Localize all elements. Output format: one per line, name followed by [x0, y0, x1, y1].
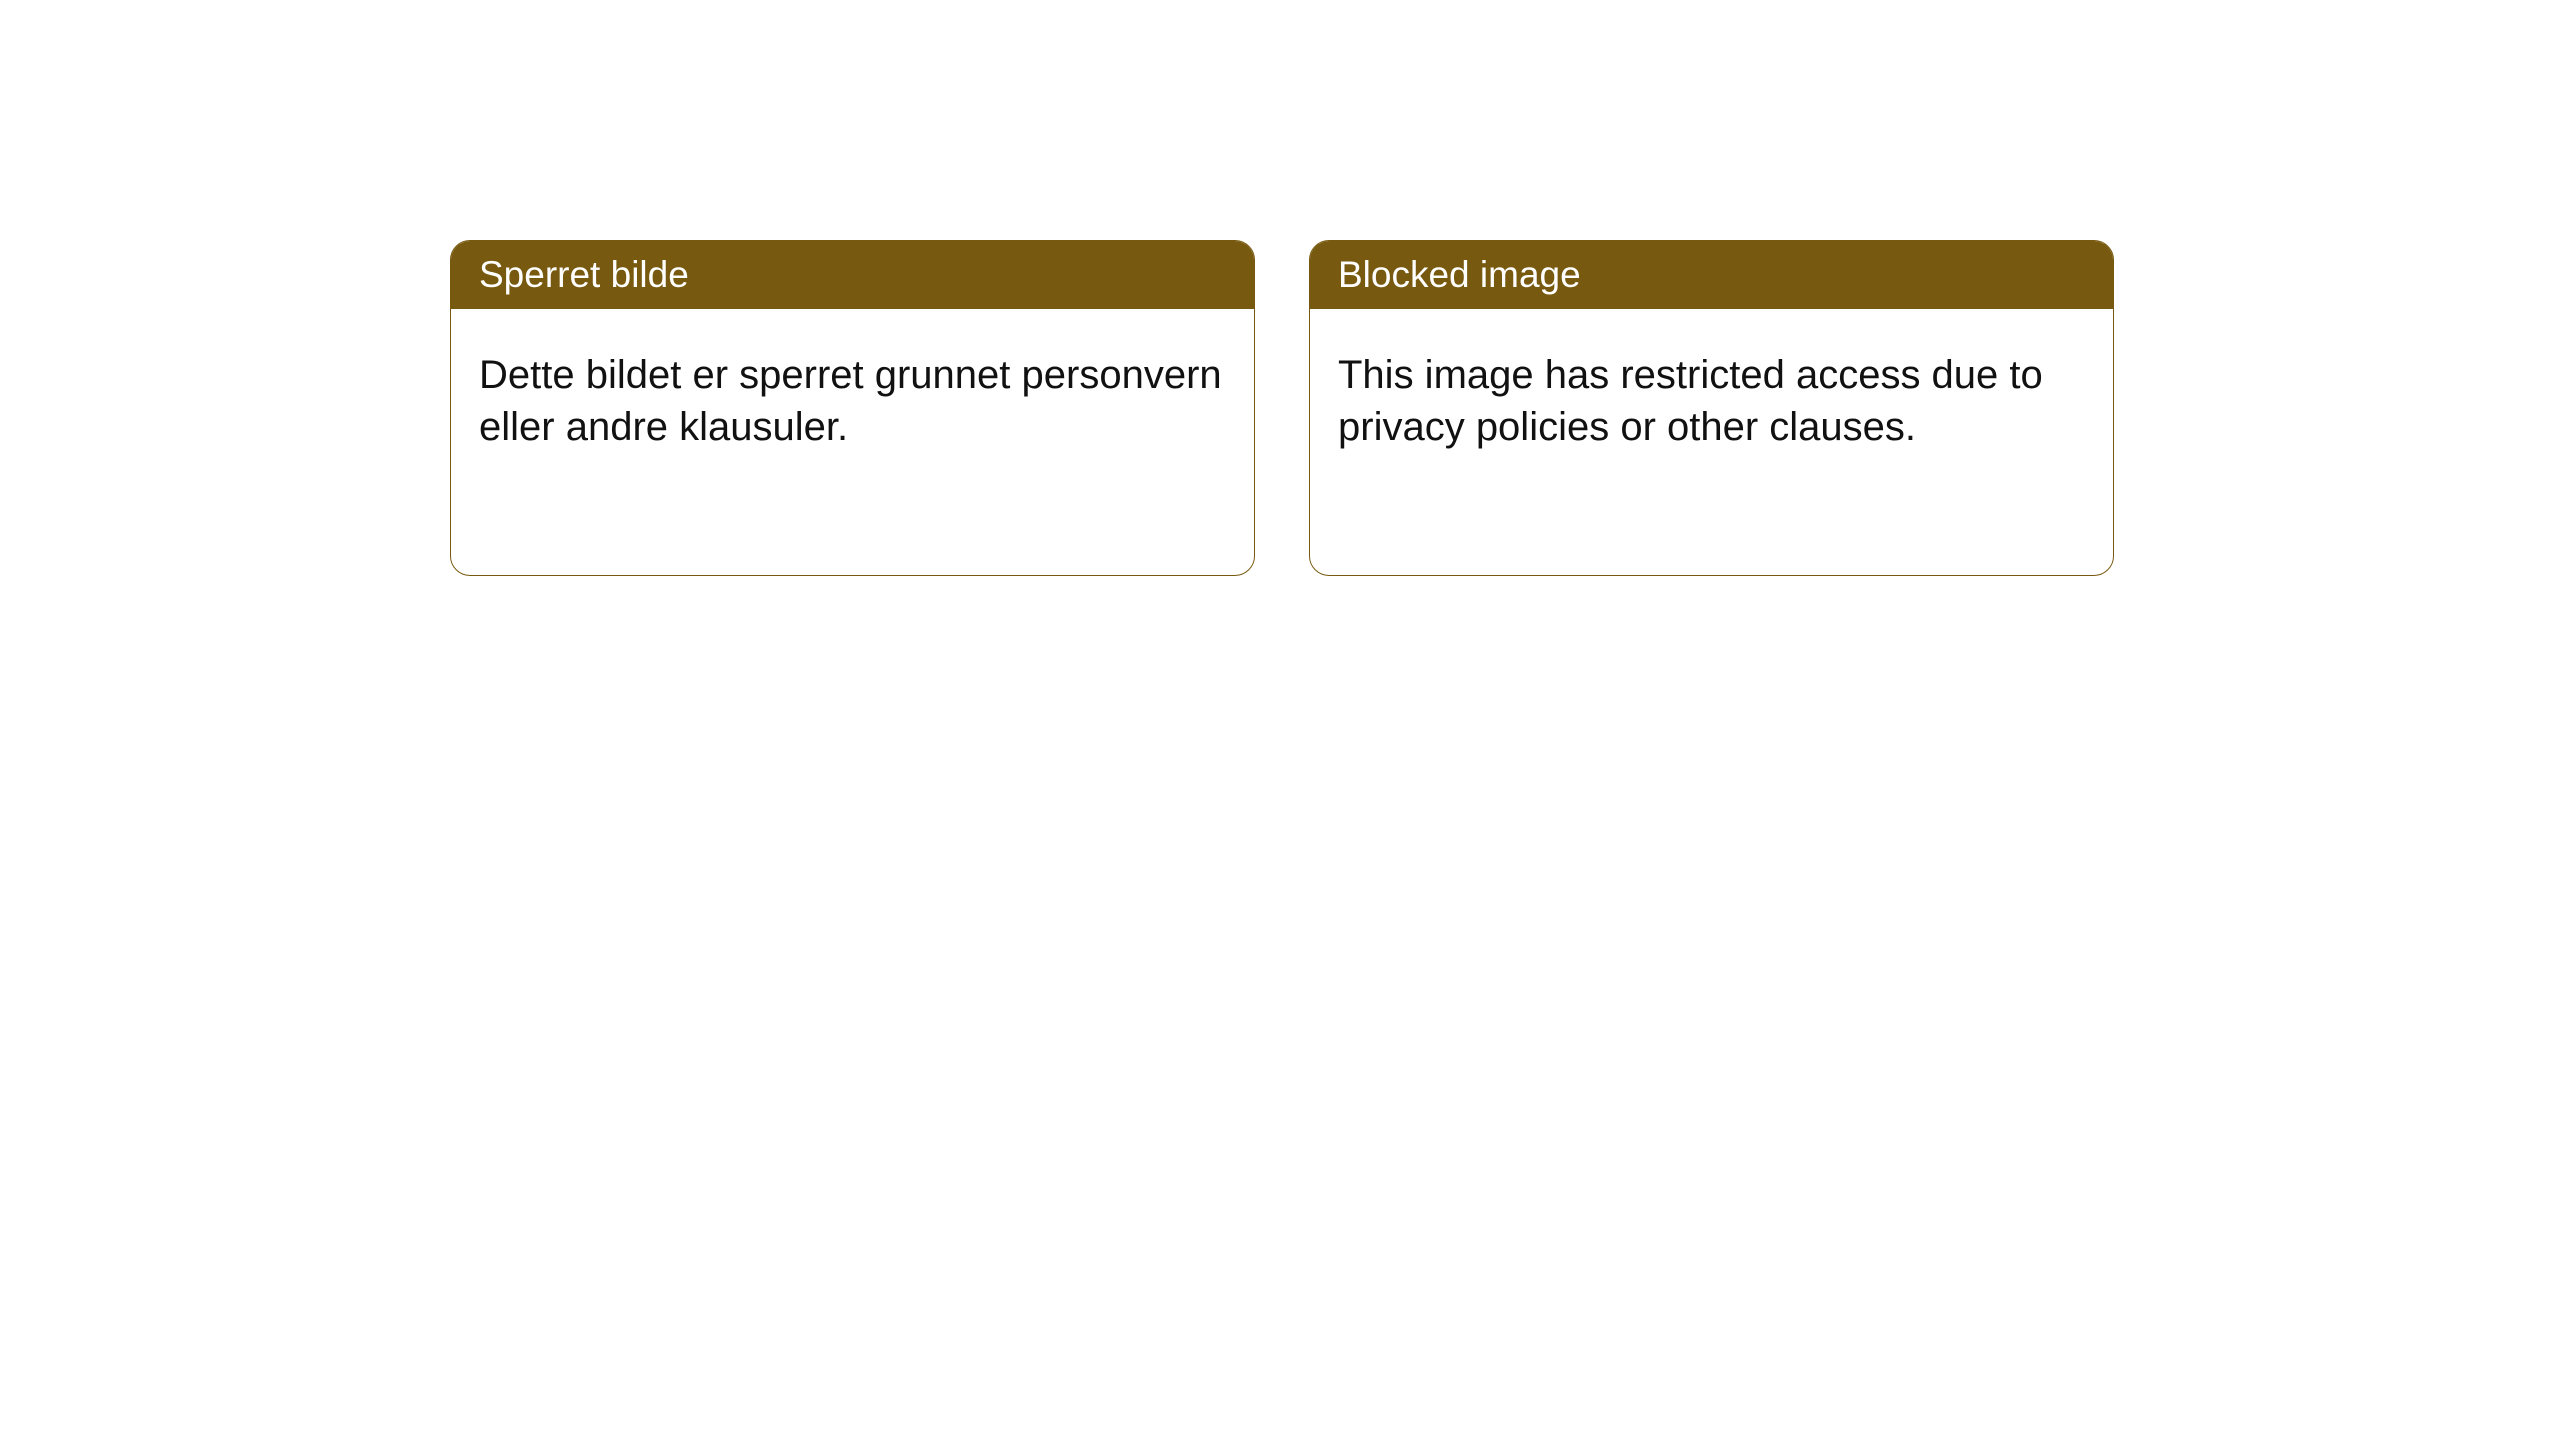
- notice-card-norwegian: Sperret bilde Dette bildet er sperret gr…: [450, 240, 1255, 576]
- notice-message: This image has restricted access due to …: [1338, 353, 2043, 449]
- notice-card-header: Blocked image: [1310, 241, 2113, 309]
- notice-title: Sperret bilde: [479, 254, 689, 295]
- notice-card-english: Blocked image This image has restricted …: [1309, 240, 2114, 576]
- notice-card-body: This image has restricted access due to …: [1310, 309, 2113, 481]
- notice-message: Dette bildet er sperret grunnet personve…: [479, 353, 1222, 449]
- notice-card-body: Dette bildet er sperret grunnet personve…: [451, 309, 1254, 481]
- notice-panels: Sperret bilde Dette bildet er sperret gr…: [0, 0, 2560, 576]
- notice-card-header: Sperret bilde: [451, 241, 1254, 309]
- notice-title: Blocked image: [1338, 254, 1581, 295]
